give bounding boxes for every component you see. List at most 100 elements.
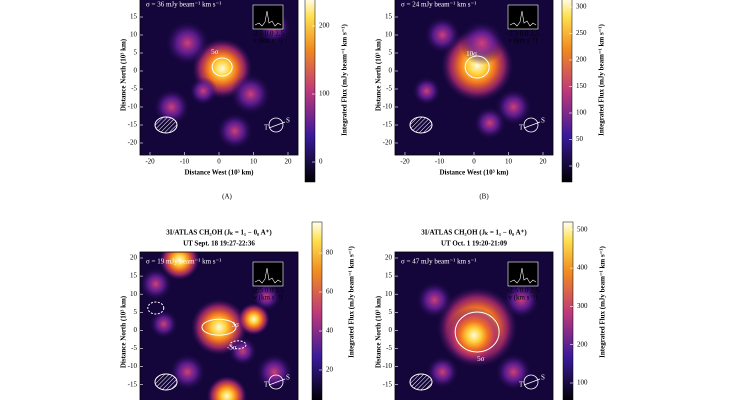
colorbar-tick-label: 200 xyxy=(577,340,588,348)
beam xyxy=(409,373,433,391)
x-tick-label: -20 xyxy=(400,158,410,166)
colorbar-tick-label: 100 xyxy=(576,109,587,117)
emission xyxy=(446,307,502,364)
emission xyxy=(416,282,453,318)
inset-xlabel: v (km s⁻¹) xyxy=(508,37,538,45)
x-tick-label: -10 xyxy=(180,158,190,166)
emission xyxy=(165,21,210,65)
colorbar-tick-label: 60 xyxy=(326,288,334,296)
direction-arrow xyxy=(523,121,541,129)
contour xyxy=(147,301,165,315)
panel-caption: (B) xyxy=(479,193,489,201)
y-tick-label: 15 xyxy=(130,13,138,21)
emission xyxy=(230,74,271,115)
spectrum-line xyxy=(509,267,537,284)
colorbar xyxy=(562,221,574,400)
emission xyxy=(426,356,459,388)
y-tick-label: -15 xyxy=(128,380,138,388)
emission xyxy=(412,77,441,105)
x-tick-label: -10 xyxy=(435,158,445,166)
y-tick-label: 0 xyxy=(134,67,138,75)
beam xyxy=(154,116,178,134)
trail-label: T xyxy=(264,124,269,132)
sun-label: S xyxy=(286,117,290,125)
inset-xlabel: v (km s⁻¹) xyxy=(508,294,538,302)
x-tick-label: 10 xyxy=(505,158,513,166)
noise-label: σ = 36 mJy beam⁻¹ km s⁻¹ xyxy=(146,1,221,9)
y-tick-label: 10 xyxy=(130,31,138,39)
emission xyxy=(206,376,247,400)
colorbar-tick-label: 100 xyxy=(319,90,330,98)
panel-subtitle: UT Oct. 1 19:20-21:09 xyxy=(441,240,507,248)
contour-label: 10σ xyxy=(466,50,477,58)
y-tick-label: -5 xyxy=(131,344,137,352)
x-tick-label: 0 xyxy=(217,158,221,166)
inset-ticks: -2.5 0.0 2.5 xyxy=(252,287,285,295)
intensity-map: 5σ T Sσ = 36 mJy beam⁻¹ km s⁻¹ xyxy=(140,0,298,155)
colorbar-tick-label: 20 xyxy=(326,366,334,374)
y-tick-label: -10 xyxy=(128,362,138,370)
direction-arrow xyxy=(268,121,286,129)
colorbar xyxy=(304,0,316,183)
y-tick-label: 10 xyxy=(385,290,393,298)
y-axis-label: Distance North (10³ km) xyxy=(375,295,383,368)
y-tick-label: 15 xyxy=(385,272,393,280)
panel-title: 3I/ATLAS CH₃OH (Jₖ = 1₁ − 0₀ A⁺) xyxy=(421,229,527,237)
x-tick-label: 20 xyxy=(285,158,293,166)
emission xyxy=(252,282,281,311)
y-tick-label: 5 xyxy=(389,49,393,57)
noise-label: σ = 19 mJy beam⁻¹ km s⁻¹ xyxy=(146,258,221,266)
x-axis-label: Distance West (10³ km) xyxy=(184,169,254,177)
beam xyxy=(154,373,178,391)
trail-label: T xyxy=(519,381,524,389)
spectrum-line xyxy=(254,10,282,27)
contour xyxy=(464,55,490,79)
direction-circle xyxy=(268,117,284,133)
y-tick-label: 20 xyxy=(130,254,138,262)
trail-label: T xyxy=(264,381,269,389)
inset-xlabel: v (km s⁻¹) xyxy=(253,37,283,45)
emission xyxy=(459,21,504,65)
intensity-map: 5σ T Sσ = 47 mJy beam⁻¹ km s⁻¹ xyxy=(395,252,553,400)
y-axis-label: Distance North (10³ km) xyxy=(120,38,128,111)
panel-subtitle: UT Sept. 18 19:27-22:36 xyxy=(183,240,255,248)
colorbar xyxy=(311,221,323,400)
inset-ticks: -2.5 0.0 2.5 xyxy=(507,30,540,38)
x-axis-label: Distance West (10³ km) xyxy=(439,169,509,177)
colorbar-tick-label: 40 xyxy=(326,327,334,335)
y-tick-label: 10 xyxy=(385,31,393,39)
noise-label: σ = 47 mJy beam⁻¹ km s⁻¹ xyxy=(401,258,476,266)
panel-title: 3I/ATLAS CH₃OH (Jₖ = 1₁ − 0₀ A⁺) xyxy=(166,229,272,237)
emission xyxy=(169,354,206,390)
sun-label: S xyxy=(541,117,545,125)
y-tick-label: 5 xyxy=(134,308,138,316)
panel-caption: (A) xyxy=(222,193,232,201)
direction-circle xyxy=(268,374,284,390)
emission xyxy=(159,252,200,280)
emission xyxy=(473,107,506,139)
colorbar-tick-label: 80 xyxy=(326,249,334,257)
y-tick-label: -5 xyxy=(386,344,392,352)
y-tick-label: 20 xyxy=(385,254,393,262)
y-tick-label: -10 xyxy=(383,362,393,370)
y-axis-label: Distance North (10³ km) xyxy=(375,38,383,111)
spectrum-line xyxy=(254,267,282,284)
colorbar-label: Integrated Flux (mJy beam⁻¹ km s⁻¹) xyxy=(341,23,349,135)
contour-label: -3σ xyxy=(227,344,237,352)
y-tick-label: -20 xyxy=(128,139,138,147)
direction-circle xyxy=(523,117,539,133)
emission xyxy=(424,17,461,53)
contour-label: 3σ xyxy=(232,321,240,329)
emission xyxy=(495,354,532,390)
direction-arrow xyxy=(268,378,286,386)
y-tick-label: -10 xyxy=(128,103,138,111)
intensity-map: 10σ T Sσ = 24 mJy beam⁻¹ km s⁻¹ xyxy=(395,0,553,155)
emission xyxy=(216,113,253,149)
colorbar-tick-label: 500 xyxy=(577,225,588,233)
inset-ticks: -2.5 0.0 2.5 xyxy=(252,30,285,38)
contour xyxy=(201,318,237,336)
emission xyxy=(149,310,178,338)
colorbar xyxy=(561,0,573,183)
panel: 5σ T Sσ = 36 mJy beam⁻¹ km s⁻¹ -2.5 0.0 2.5… xyxy=(120,0,349,201)
